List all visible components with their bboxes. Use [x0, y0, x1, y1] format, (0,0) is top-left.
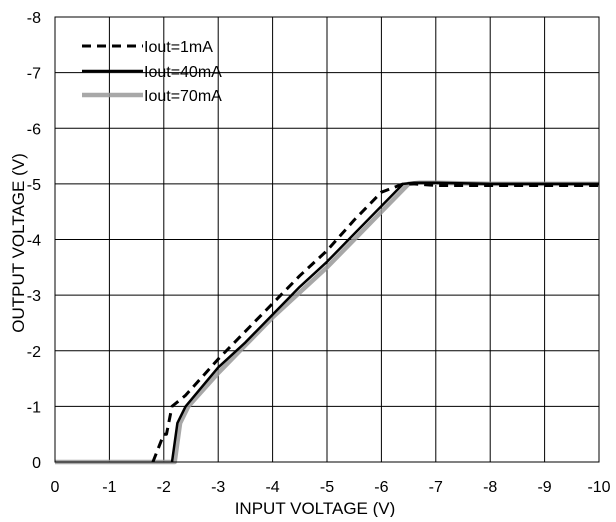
- legend-label-2: Iout=70mA: [144, 88, 222, 105]
- x-tick-label-2: -2: [157, 479, 171, 496]
- x-tick-label-10: -10: [587, 479, 610, 496]
- y-tick-label-5: -5: [27, 177, 41, 194]
- y-tick-label-3: -3: [27, 288, 41, 305]
- x-tick-label-6: -6: [374, 479, 388, 496]
- y-tick-label-8: -8: [27, 10, 41, 27]
- series-line-iout-40ma: [170, 181, 599, 463]
- y-tick-label-4: -4: [27, 233, 41, 250]
- y-tick-label-2: -2: [27, 344, 41, 361]
- series-line-iout-1ma: [151, 182, 599, 463]
- legend-label-0: Iout=1mA: [144, 39, 213, 56]
- y-tick-label-1: -1: [27, 399, 41, 416]
- x-axis-title: INPUT VOLTAGE (V): [235, 499, 396, 517]
- plot-frame: [54, 16, 600, 463]
- x-tick-label-9: -9: [537, 479, 551, 496]
- legend-label-1: Iout=40mA: [144, 64, 222, 81]
- tick-labels: 0 -1 -2 -3 -4 -5 -6 -7 -8 -9 -10 0 -1 -2 -3 -4 -5 -6 -7 -8: [27, 10, 611, 496]
- x-tick-label-5: -5: [320, 479, 334, 496]
- y-tick-label-0: 0: [32, 455, 41, 472]
- y-tick-label-7: -7: [27, 66, 41, 83]
- x-tick-label-0: 0: [51, 479, 60, 496]
- legend: Iout=1mA Iout=40mA Iout=70mA: [82, 39, 222, 105]
- x-tick-label-3: -3: [211, 479, 225, 496]
- series-layer: [55, 180, 599, 465]
- x-tick-label-7: -7: [429, 479, 443, 496]
- x-tick-label-4: -4: [265, 479, 279, 496]
- x-tick-label-1: -1: [102, 479, 116, 496]
- y-tick-label-6: -6: [27, 121, 41, 138]
- y-axis-title: OUTPUT VOLTAGE (V): [9, 153, 28, 332]
- x-tick-label-8: -8: [483, 479, 497, 496]
